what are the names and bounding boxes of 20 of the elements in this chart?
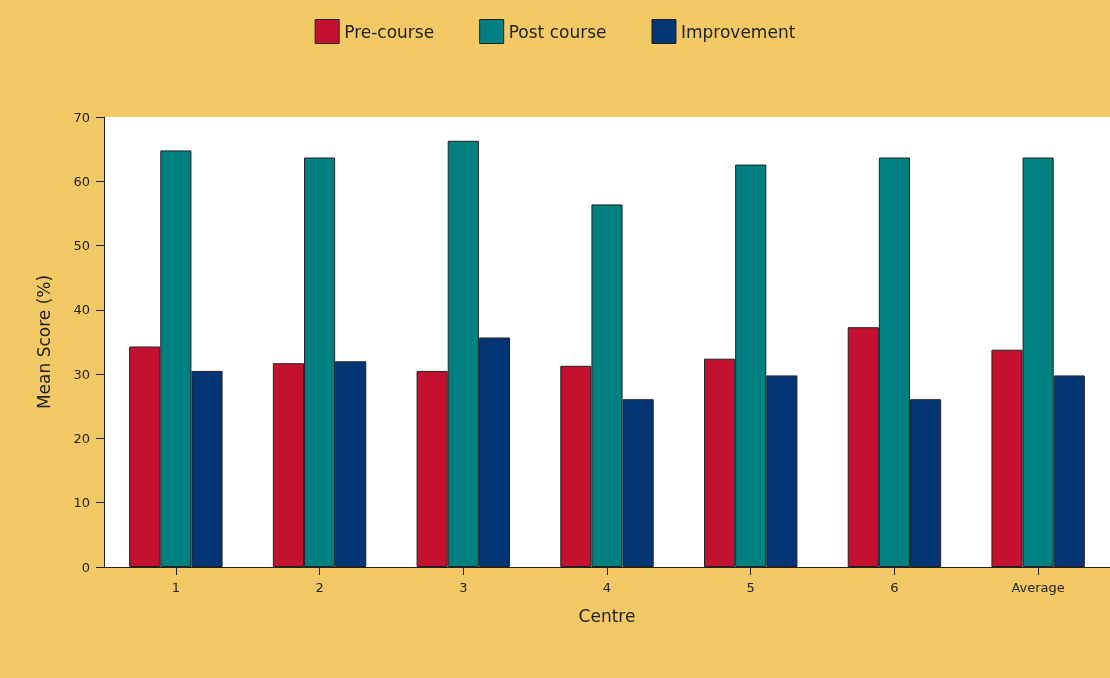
x-tick-label: Average xyxy=(1011,580,1065,595)
legend-label: Post course xyxy=(508,21,607,42)
y-tick-label: 0 xyxy=(81,559,90,575)
y-axis-title: Mean Score (%) xyxy=(33,274,54,410)
x-tick-label: 2 xyxy=(315,580,324,595)
y-tick-label: 70 xyxy=(73,109,90,125)
legend-label: Pre-course xyxy=(344,21,435,42)
y-tick-label: 40 xyxy=(73,302,90,318)
y-tick-label: 10 xyxy=(73,495,90,511)
x-tick-label: 4 xyxy=(602,580,612,595)
x-tick-label: 6 xyxy=(890,580,899,595)
legend-label: Improvement xyxy=(680,21,796,42)
x-axis-title: Centre xyxy=(578,605,636,626)
y-tick-label: 20 xyxy=(73,430,90,446)
y-tick-label: 30 xyxy=(73,366,90,382)
x-tick-label: 5 xyxy=(746,580,755,595)
y-tick-label: 60 xyxy=(73,173,90,189)
y-tick-label: 50 xyxy=(73,238,90,254)
x-tick-label: 1 xyxy=(171,580,180,595)
x-tick-label: 3 xyxy=(459,580,468,595)
